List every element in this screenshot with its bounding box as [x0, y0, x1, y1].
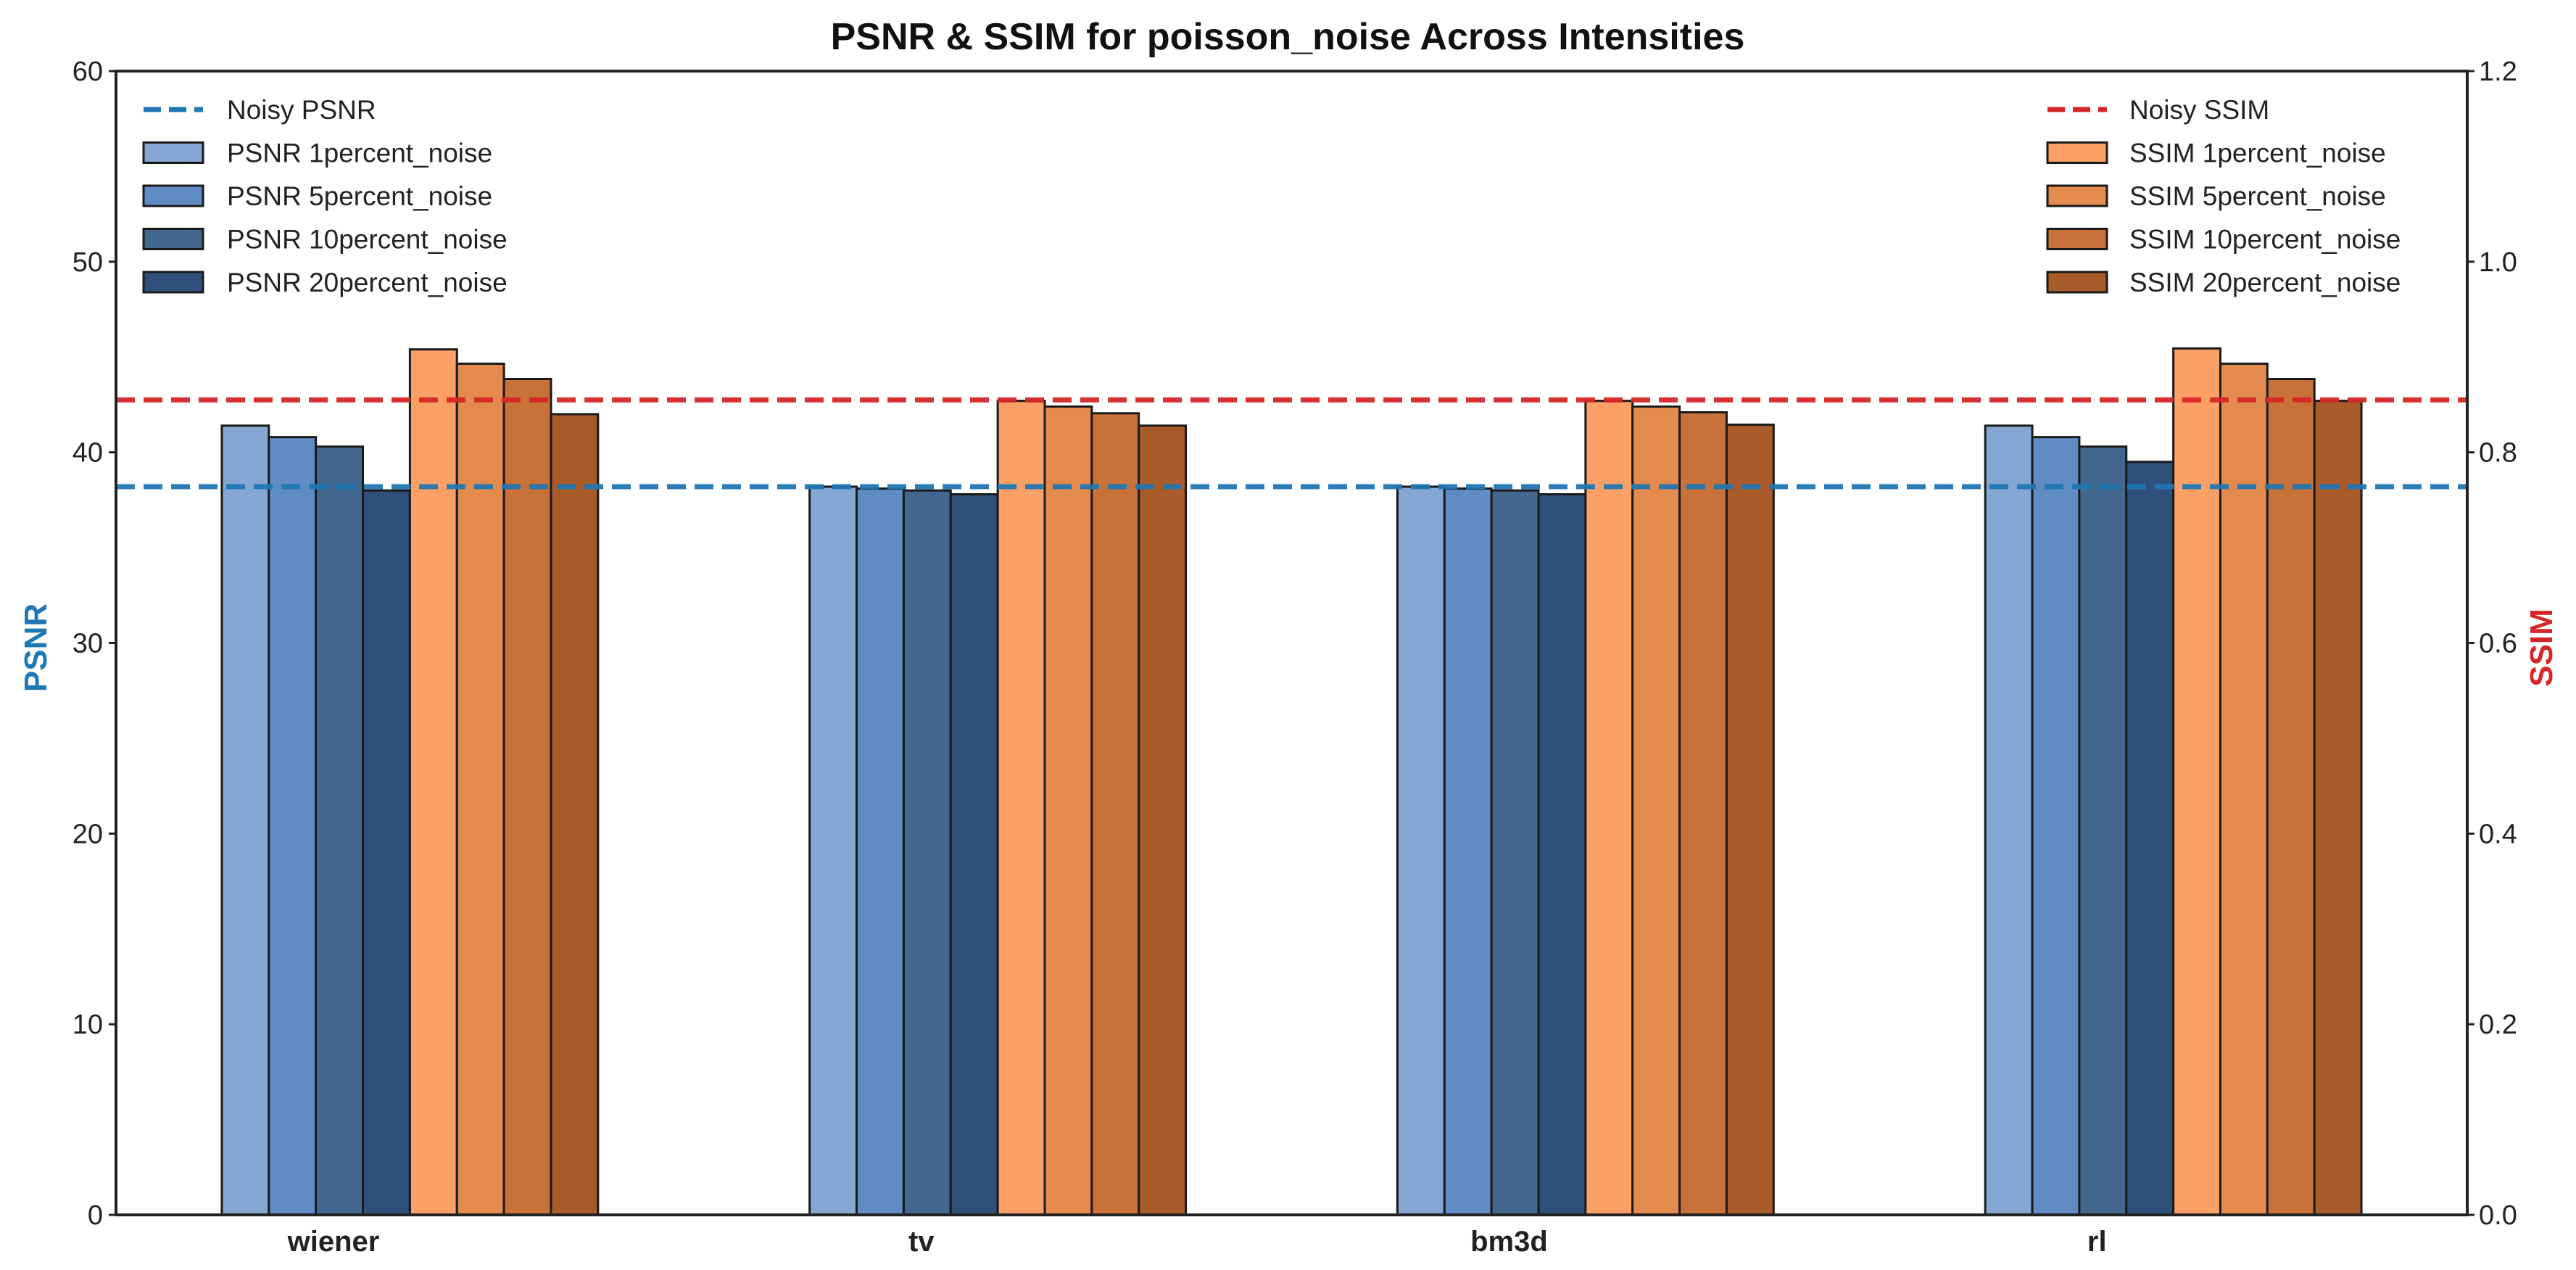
bar-wiener-ssim-20percent-noise [550, 413, 600, 1216]
bar-bm3d-ssim-20percent-noise [1725, 424, 1775, 1216]
plot-area: wiener tv bm3d rl 0 10 20 30 40 50 60 0.0 0.2 0.4 0.6 0… [73, 57, 2517, 1258]
bar-tv-ssim-10percent-noise [1090, 412, 1140, 1216]
bar-rl-psnr-20percent-noise [2125, 461, 2175, 1216]
bar-bm3d-psnr-20percent-noise [1537, 492, 1587, 1216]
bar-bm3d-psnr-1percent-noise [1396, 485, 1446, 1216]
legend-swatch-psnr-10percent-noise [142, 228, 204, 250]
left-axis-title: PSNR [18, 603, 54, 692]
right-tick-label-0-0: 0.0 [2479, 1200, 2517, 1231]
bar-rl-psnr-1percent-noise [1984, 424, 2034, 1216]
bar-tv-ssim-20percent-noise [1138, 424, 1188, 1216]
x-tick-label-bm3d: bm3d [1470, 1226, 1548, 1258]
right-tick-label-0-8: 0.8 [2479, 438, 2517, 469]
left-tick-label-0: 0 [88, 1200, 103, 1231]
bar-bm3d-psnr-5percent-noise [1443, 487, 1493, 1216]
x-tick-label-wiener: wiener [287, 1226, 380, 1258]
right-tick-label-0-6: 0.6 [2479, 629, 2517, 659]
bar-bm3d-psnr-10percent-noise [1490, 489, 1540, 1216]
bar-bm3d-ssim-10percent-noise [1678, 411, 1728, 1216]
bar-wiener-psnr-5percent-noise [268, 436, 318, 1216]
bar-rl-ssim-20percent-noise [2313, 400, 2363, 1216]
bar-rl-ssim-5percent-noise [2219, 362, 2269, 1216]
bar-rl-psnr-10percent-noise [2078, 445, 2128, 1216]
bar-rl-psnr-5percent-noise [2031, 436, 2081, 1216]
legend-label-ssim-20percent-noise: SSIM 20percent_noise [2129, 268, 2401, 297]
left-tick-label-50: 50 [73, 247, 103, 278]
bar-tv-psnr-1percent-noise [808, 485, 858, 1216]
bar-rl-ssim-10percent-noise [2266, 377, 2316, 1216]
chart-title: PSNR & SSIM for poisson_noise Across Int… [831, 16, 1745, 58]
bar-tv-psnr-10percent-noise [902, 489, 952, 1216]
legend-swatch-ssim-5percent-noise [2046, 184, 2108, 207]
legend-swatch-psnr-5percent-noise [142, 184, 204, 207]
legend-label-ssim-1percent-noise: SSIM 1percent_noise [2129, 139, 2386, 168]
bar-bm3d-ssim-5percent-noise [1631, 405, 1681, 1216]
left-tick-label-30: 30 [73, 629, 103, 659]
right-tick-label-1-2: 1.2 [2479, 57, 2517, 87]
legend-label-noisy-ssim: Noisy SSIM [2129, 95, 2269, 125]
bars-group [220, 347, 2363, 1216]
bar-wiener-psnr-1percent-noise [220, 424, 270, 1216]
left-tick-label-40: 40 [73, 438, 103, 469]
legend-label-psnr-20percent-noise: PSNR 20percent_noise [227, 268, 508, 297]
right-tick-label-0-2: 0.2 [2479, 1010, 2517, 1040]
left-tick-label-60: 60 [73, 57, 103, 87]
left-tick-label-10: 10 [73, 1010, 103, 1040]
legend-swatch-ssim-1percent-noise [2046, 141, 2108, 164]
legend-label-noisy-psnr: Noisy PSNR [227, 95, 376, 125]
x-tick-label-tv: tv [908, 1226, 935, 1258]
legend-right: Noisy SSIM SSIM 1percent_noise SSIM 5perce… [2046, 95, 2401, 297]
bar-wiener-ssim-5percent-noise [455, 362, 505, 1216]
bar-wiener-psnr-20percent-noise [362, 489, 411, 1216]
legend-label-psnr-1percent-noise: PSNR 1percent_noise [227, 139, 492, 168]
bar-wiener-psnr-10percent-noise [315, 445, 365, 1216]
bar-wiener-ssim-1percent-noise [408, 348, 458, 1216]
x-tick-label-rl: rl [2087, 1226, 2107, 1258]
right-axis-title: SSIM [2524, 609, 2559, 687]
bar-tv-psnr-20percent-noise [949, 492, 999, 1216]
legend-label-ssim-10percent-noise: SSIM 10percent_noise [2129, 225, 2401, 255]
legend-swatch-psnr-1percent-noise [142, 141, 204, 164]
legend-swatch-ssim-20percent-noise [2046, 271, 2108, 294]
legend-swatch-psnr-20percent-noise [142, 271, 204, 294]
legend-label-psnr-10percent-noise: PSNR 10percent_noise [227, 225, 508, 255]
bar-tv-psnr-5percent-noise [856, 487, 905, 1216]
legend-label-psnr-5percent-noise: PSNR 5percent_noise [227, 181, 492, 211]
left-tick-label-20: 20 [73, 819, 103, 849]
bar-rl-ssim-1percent-noise [2172, 347, 2221, 1216]
right-tick-label-0-4: 0.4 [2479, 819, 2517, 849]
right-tick-label-1-0: 1.0 [2479, 247, 2517, 278]
bar-wiener-ssim-10percent-noise [502, 377, 552, 1216]
bar-tv-ssim-1percent-noise [996, 400, 1046, 1216]
legend-left: Noisy PSNR PSNR 1percent_noise PSNR 5perce… [142, 95, 508, 297]
legend-label-ssim-5percent-noise: SSIM 5percent_noise [2129, 181, 2386, 211]
bar-bm3d-ssim-1percent-noise [1584, 400, 1634, 1216]
legend-swatch-ssim-10percent-noise [2046, 228, 2108, 250]
bar-tv-ssim-5percent-noise [1043, 405, 1093, 1216]
